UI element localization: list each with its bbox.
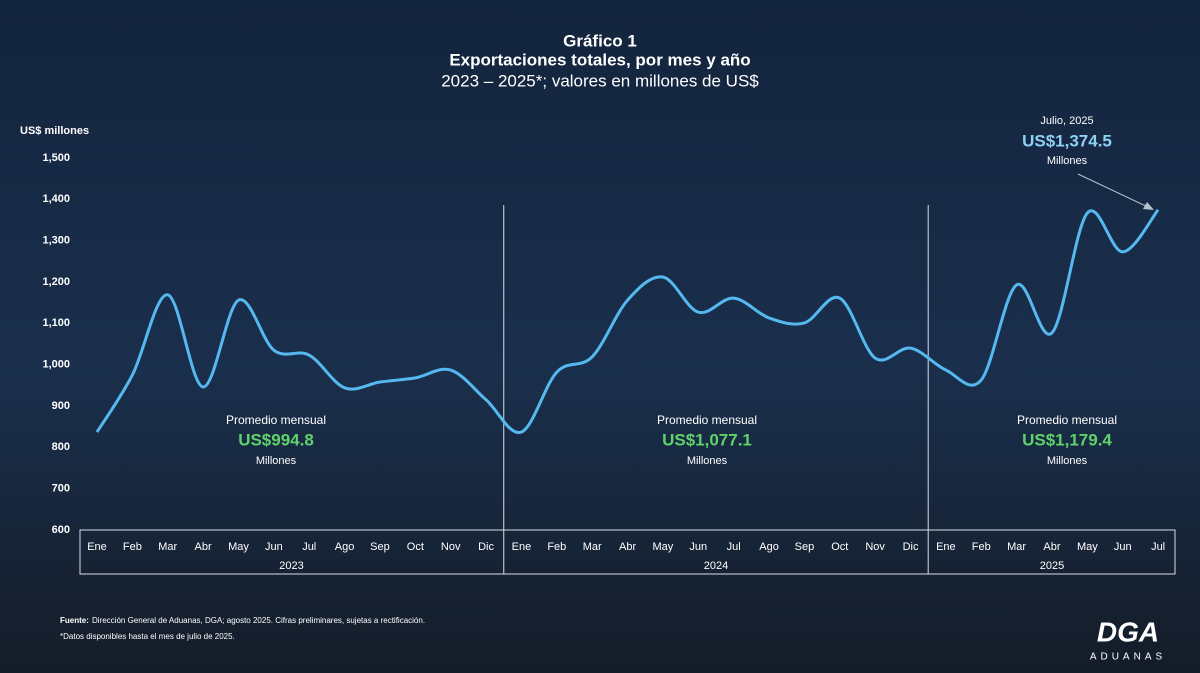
x-tick-label: Ene [512, 541, 532, 553]
y-tick-label: 700 [52, 483, 70, 495]
x-tick-label: Dic [478, 541, 494, 553]
y-tick-label: 1,200 [42, 276, 70, 288]
x-tick-label: Sep [370, 541, 390, 553]
x-tick-label: Ene [936, 541, 956, 553]
x-tick-label: Mar [583, 541, 602, 553]
average-value: US$1,179.4 [1022, 430, 1112, 449]
x-tick-label: Jul [1151, 541, 1165, 553]
average-unit: Millones [1047, 455, 1088, 467]
y-tick-label: 1,100 [42, 317, 70, 329]
x-tick-label: Abr [1043, 541, 1060, 553]
note: *Datos disponibles hasta el mes de julio… [60, 632, 235, 641]
x-tick-label: Abr [619, 541, 636, 553]
average-label: Promedio mensual [657, 413, 757, 427]
x-tick-label: Sep [795, 541, 815, 553]
x-tick-label: May [228, 541, 249, 553]
x-tick-label: May [1077, 541, 1098, 553]
x-tick-label: Oct [407, 541, 424, 553]
x-tick-label: Nov [441, 541, 461, 553]
x-tick-label: Feb [123, 541, 142, 553]
callout-label: Julio, 2025 [1040, 115, 1093, 127]
x-tick-label: May [653, 541, 674, 553]
average-value: US$994.8 [238, 430, 314, 449]
x-tick-label: Jun [689, 541, 707, 553]
x-tick-label: Nov [865, 541, 885, 553]
y-tick-label: 1,300 [42, 235, 70, 247]
x-tick-label: Mar [158, 541, 177, 553]
logo: DGA [1097, 616, 1159, 647]
y-tick-label: 1,500 [42, 152, 70, 164]
callout-arrow [1077, 173, 1151, 209]
x-tick-label: Feb [547, 541, 566, 553]
x-tick-label: Oct [831, 541, 848, 553]
chart-title: Gráfico 1 [563, 31, 637, 50]
average-unit: Millones [256, 455, 297, 467]
y-tick-label: 600 [52, 524, 70, 536]
x-tick-label: Jun [265, 541, 283, 553]
callout-value: US$1,374.5 [1022, 131, 1112, 150]
average-label: Promedio mensual [1017, 413, 1117, 427]
year-label: 2023 [279, 560, 303, 572]
y-tick-label: 1,000 [42, 359, 70, 371]
callout-arrowhead [1143, 202, 1154, 210]
average-label: Promedio mensual [226, 413, 326, 427]
year-label: 2024 [704, 560, 728, 572]
source-label: Fuente: [60, 616, 89, 625]
chart-description: 2023 – 2025*; valores en millones de US$ [441, 71, 759, 90]
x-tick-label: Ene [87, 541, 107, 553]
x-axis-box [79, 529, 1176, 575]
x-tick-label: Feb [972, 541, 991, 553]
x-tick-label: Ago [335, 541, 355, 553]
chart-subtitle: Exportaciones totales, por mes y año [449, 50, 750, 69]
y-tick-label: 1,400 [42, 193, 70, 205]
x-tick-label: Jul [727, 541, 741, 553]
data-line [95, 208, 1160, 434]
average-unit: Millones [687, 455, 728, 467]
y-tick-label: 900 [52, 400, 70, 412]
x-tick-label: Ago [759, 541, 779, 553]
year-label: 2025 [1040, 560, 1064, 572]
x-tick-label: Jul [302, 541, 316, 553]
average-value: US$1,077.1 [662, 430, 752, 449]
y-tick-label: 800 [52, 441, 70, 453]
source: Dirección General de Aduanas, DGA; agost… [92, 616, 425, 625]
y-axis-label: US$ millones [20, 125, 89, 137]
x-tick-label: Jun [1114, 541, 1132, 553]
logo-subtitle: ADUANAS [1090, 652, 1166, 663]
x-tick-label: Abr [195, 541, 212, 553]
callout-unit: Millones [1047, 155, 1088, 167]
x-tick-label: Mar [1007, 541, 1026, 553]
x-tick-label: Dic [903, 541, 919, 553]
